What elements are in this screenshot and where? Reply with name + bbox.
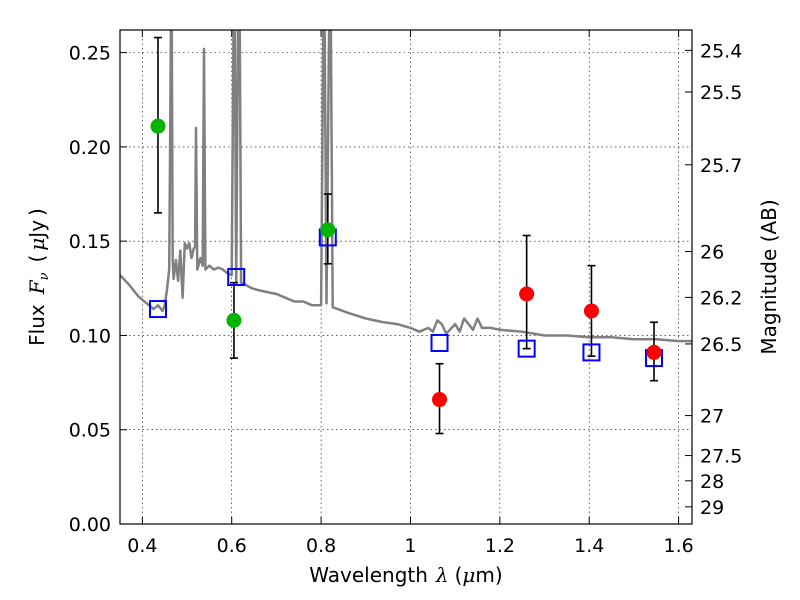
optical-data-point xyxy=(320,222,336,238)
right-tick-label: 28 xyxy=(700,471,724,493)
y-axis-unit-open: ( xyxy=(25,255,49,263)
right-tick-label: 25.5 xyxy=(700,82,742,104)
y-tick-label: 0.00 xyxy=(69,514,111,536)
x-axis-unit-rest: m) xyxy=(475,563,502,587)
x-tick-label: 0.6 xyxy=(217,535,247,557)
y-tick-label: 0.25 xyxy=(69,43,111,65)
right-tick-label: 26.2 xyxy=(700,287,742,309)
optical-data-point xyxy=(150,118,166,134)
y-tick-label: 0.10 xyxy=(69,325,111,347)
right-tick-label: 29 xyxy=(700,497,724,519)
y-axis-title-text: Flux xyxy=(25,304,49,346)
model-photometry-square xyxy=(227,268,246,286)
right-tick-label: 26.5 xyxy=(700,334,742,356)
y-tick-label: 0.05 xyxy=(69,420,111,442)
plot-frame xyxy=(119,29,693,525)
y-axis-nu: ν xyxy=(37,272,52,280)
right-tick-label: 25.4 xyxy=(700,40,742,62)
nir-data-point xyxy=(646,344,662,360)
y-tick-label: 0.15 xyxy=(69,231,111,253)
optical-data-point xyxy=(226,312,242,328)
right-axis-title: Magnitude (AB) xyxy=(757,199,781,354)
nir-data-point xyxy=(583,303,599,319)
x-tick-label: 0.4 xyxy=(127,535,157,557)
model-photometry-square xyxy=(430,333,449,352)
x-tick-label: 1.6 xyxy=(663,535,693,557)
y-axis-unit-rest: Jy xyxy=(25,220,49,240)
model-photometry-square xyxy=(582,343,601,362)
right-tick-label: 25.7 xyxy=(700,155,742,177)
x-tick-label: 0.8 xyxy=(306,535,336,557)
plot-data xyxy=(120,30,692,435)
y-axis-unit-close: ) xyxy=(25,208,49,216)
x-axis-title-text: Wavelength xyxy=(309,563,428,587)
x-axis-unit-open: ( xyxy=(455,563,463,587)
x-tick-label: 1.4 xyxy=(574,535,604,557)
right-tick-label: 27 xyxy=(700,406,724,428)
y-axis-F: F xyxy=(25,279,49,295)
y-axis-unit-mu: μ xyxy=(25,238,49,251)
right-tick-label: 27.5 xyxy=(700,446,742,468)
x-axis-unit-mu: μ xyxy=(462,563,475,587)
y-axis-title: Flux Fν ( μJy) xyxy=(25,208,52,346)
axis-ticks: 0.4 0.6 0.8 1 1.2 1.4 1.6 0.00 0.05 0.10 0.15 0.20 0… xyxy=(69,30,742,557)
x-axis-title: Wavelength λ (μm) xyxy=(309,563,502,587)
y-tick-label: 0.20 xyxy=(69,137,111,159)
x-tick-label: 1 xyxy=(404,535,416,557)
model-photometry-square xyxy=(517,339,536,358)
x-axis-lambda: λ xyxy=(435,563,449,587)
x-tick-label: 1.2 xyxy=(485,535,515,557)
model-photometry-square xyxy=(148,300,167,319)
right-tick-label: 26 xyxy=(700,242,724,264)
nir-data-point xyxy=(519,286,535,302)
nir-data-point xyxy=(432,392,448,408)
